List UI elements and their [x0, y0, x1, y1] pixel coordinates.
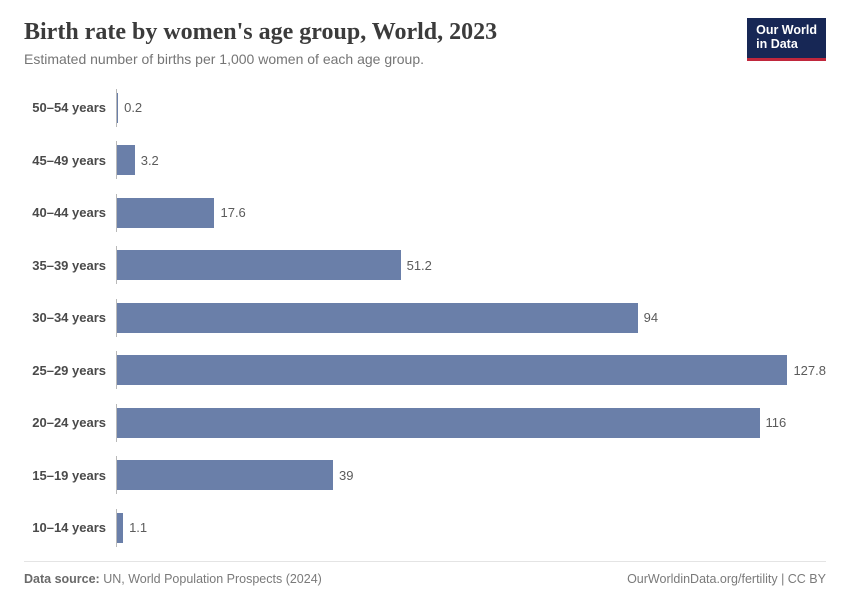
bar: [117, 93, 118, 123]
chart-title: Birth rate by women's age group, World, …: [24, 18, 497, 47]
chart-row: 50–54 years 0.2: [24, 89, 826, 127]
chart-row: 40–44 years 17.6: [24, 194, 826, 232]
bar: [117, 145, 135, 175]
bar-area: 1.1: [116, 509, 826, 547]
bar: [117, 198, 214, 228]
value-label: 39: [339, 468, 353, 483]
category-label: 25–29 years: [24, 363, 116, 378]
value-label: 51.2: [407, 258, 432, 273]
chart-row: 45–49 years 3.2: [24, 141, 826, 179]
value-label: 3.2: [141, 153, 159, 168]
value-label: 0.2: [124, 100, 142, 115]
category-label: 20–24 years: [24, 415, 116, 430]
bar-area: 3.2: [116, 141, 826, 179]
value-label: 127.8: [793, 363, 826, 378]
bar: [117, 513, 123, 543]
data-source: Data source: UN, World Population Prospe…: [24, 572, 322, 586]
bar-area: 0.2: [116, 89, 826, 127]
chart-row: 35–39 years 51.2: [24, 246, 826, 284]
bar: [117, 303, 638, 333]
owid-logo: Our World in Data: [747, 18, 826, 61]
category-label: 50–54 years: [24, 100, 116, 115]
bar-area: 116: [116, 404, 826, 442]
bar: [117, 408, 760, 438]
bar-area: 17.6: [116, 194, 826, 232]
category-label: 10–14 years: [24, 520, 116, 535]
chart-row: 25–29 years 127.8: [24, 351, 826, 389]
footer: Data source: UN, World Population Prospe…: [24, 561, 826, 586]
chart-container: Birth rate by women's age group, World, …: [0, 0, 850, 600]
bar-area: 51.2: [116, 246, 826, 284]
category-label: 45–49 years: [24, 153, 116, 168]
bar-area: 94: [116, 299, 826, 337]
bar: [117, 355, 787, 385]
credit: OurWorldinData.org/fertility | CC BY: [627, 572, 826, 586]
value-label: 94: [644, 310, 658, 325]
value-label: 1.1: [129, 520, 147, 535]
chart-row: 10–14 years 1.1: [24, 509, 826, 547]
bar: [117, 250, 401, 280]
bar-area: 127.8: [116, 351, 826, 389]
header-text: Birth rate by women's age group, World, …: [24, 18, 497, 67]
bar-chart: 50–54 years 0.2 45–49 years 3.2 40–44 years 1…: [24, 89, 826, 547]
chart-row: 15–19 years 39: [24, 456, 826, 494]
category-label: 35–39 years: [24, 258, 116, 273]
chart-row: 30–34 years 94: [24, 299, 826, 337]
chart-subtitle: Estimated number of births per 1,000 wom…: [24, 51, 497, 67]
bar: [117, 460, 333, 490]
category-label: 40–44 years: [24, 205, 116, 220]
category-label: 30–34 years: [24, 310, 116, 325]
header: Birth rate by women's age group, World, …: [24, 18, 826, 67]
bar-area: 39: [116, 456, 826, 494]
value-label: 116: [766, 415, 787, 430]
chart-row: 20–24 years 116: [24, 404, 826, 442]
value-label: 17.6: [220, 205, 245, 220]
category-label: 15–19 years: [24, 468, 116, 483]
